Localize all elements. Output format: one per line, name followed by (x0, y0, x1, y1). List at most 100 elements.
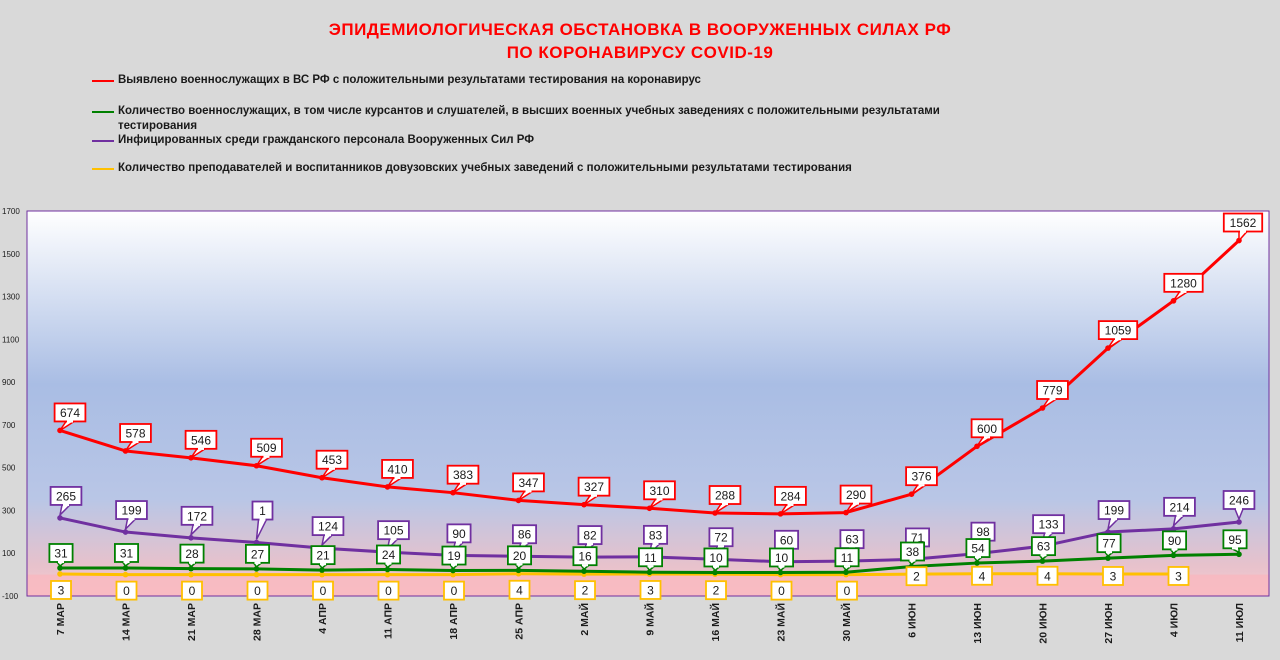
data-label: 77 (1096, 533, 1122, 558)
data-label: 21 (310, 545, 336, 570)
x-tick-label: 30 МАЙ (840, 603, 853, 641)
data-label: 347 (512, 472, 545, 502)
svg-text:347: 347 (518, 476, 538, 490)
svg-text:0: 0 (320, 584, 327, 598)
svg-text:0: 0 (451, 584, 458, 598)
svg-text:0: 0 (189, 584, 196, 598)
svg-text:11: 11 (644, 551, 657, 565)
data-label: 172 (180, 505, 214, 538)
data-point (450, 567, 456, 574)
data-label: 453 (315, 449, 349, 479)
svg-text:453: 453 (322, 453, 342, 467)
x-tick-label: 11 ИЮЛ (1234, 603, 1246, 642)
svg-text:0: 0 (254, 584, 261, 598)
data-label: 310 (643, 480, 676, 509)
y-tick-label: 1700 (2, 207, 20, 216)
x-tick-label: 14 МАР (121, 603, 133, 641)
legend-item-green: Количество военнослужащих, в том числе к… (92, 104, 1006, 134)
data-label: 31 (48, 543, 74, 568)
svg-text:265: 265 (56, 489, 76, 503)
data-label: 3 (50, 580, 72, 600)
data-label: 19 (441, 545, 467, 570)
svg-text:1280: 1280 (1170, 276, 1197, 290)
svg-text:3: 3 (647, 583, 654, 597)
data-label: 327 (577, 476, 611, 506)
svg-text:4: 4 (516, 583, 523, 597)
svg-text:19: 19 (447, 549, 461, 563)
chart-title-line2: ПО КОРОНАВИРУСУ COVID-19 (506, 43, 774, 62)
x-tick-label: 9 МАЙ (644, 603, 657, 636)
data-label: 11 (638, 547, 664, 572)
data-label: 600 (970, 418, 1004, 447)
data-point (450, 571, 456, 578)
data-point (843, 569, 849, 576)
data-label: 3 (1167, 566, 1190, 586)
svg-text:98: 98 (976, 525, 990, 539)
data-point (777, 569, 784, 576)
svg-text:0: 0 (844, 584, 851, 598)
data-label: 124 (311, 516, 345, 548)
svg-text:82: 82 (583, 529, 597, 543)
data-point (253, 539, 260, 546)
x-tick-label: 23 МАЙ (775, 603, 788, 641)
svg-text:21: 21 (316, 549, 330, 563)
data-label: 1059 (1097, 320, 1139, 349)
svg-text:199: 199 (1104, 504, 1124, 518)
svg-text:83: 83 (649, 528, 663, 542)
data-label: 10 (769, 547, 795, 572)
svg-text:86: 86 (518, 528, 532, 542)
svg-text:27: 27 (251, 547, 265, 561)
data-point (319, 567, 325, 573)
data-label: 27 (244, 543, 270, 568)
svg-text:133: 133 (1038, 518, 1058, 532)
data-label: 199 (1097, 500, 1131, 532)
svg-text:124: 124 (318, 520, 338, 534)
data-label: 0 (770, 580, 793, 601)
y-tick-label: -100 (2, 592, 19, 601)
svg-text:199: 199 (121, 504, 141, 518)
svg-text:77: 77 (1102, 537, 1116, 551)
svg-text:214: 214 (1169, 500, 1189, 514)
data-label: 546 (184, 429, 218, 459)
data-label: 674 (53, 402, 87, 432)
y-axis: -100 100 300 500 700 900 1100 1300 1500 1700 (2, 207, 20, 601)
svg-text:600: 600 (977, 422, 997, 436)
svg-text:284: 284 (780, 489, 800, 503)
data-point (515, 567, 522, 574)
legend-label-purple: Инфицированных среди гражданского персон… (118, 134, 535, 146)
svg-text:24: 24 (382, 548, 396, 562)
svg-text:383: 383 (453, 468, 473, 482)
data-point (1236, 551, 1242, 558)
data-point (384, 566, 391, 573)
y-tick-label: 1100 (2, 335, 20, 344)
svg-text:90: 90 (452, 527, 466, 541)
svg-text:31: 31 (54, 546, 68, 560)
data-label: 578 (119, 423, 152, 452)
data-label: 288 (708, 485, 742, 514)
y-tick-label: 1500 (2, 250, 20, 259)
y-tick-label: 1300 (2, 293, 20, 302)
legend-label-green: Количество военнослужащих, в том числе к… (118, 105, 940, 132)
series-line (59, 572, 1174, 577)
data-label: 0 (443, 580, 465, 601)
data-point (1039, 558, 1046, 564)
data-label: 2 (574, 580, 596, 601)
svg-text:0: 0 (778, 584, 785, 598)
data-label: 3 (1102, 566, 1124, 586)
data-label: 0 (836, 580, 858, 601)
legend-swatch-green (92, 111, 114, 113)
svg-text:3: 3 (58, 583, 65, 597)
y-tick-label: 900 (2, 378, 16, 387)
svg-text:16: 16 (578, 550, 592, 564)
svg-text:38: 38 (906, 545, 920, 559)
data-label: 90 (1162, 530, 1188, 555)
data-label: 31 (114, 543, 140, 568)
data-label: 10 (703, 547, 729, 572)
data-point (122, 529, 129, 535)
y-tick-label: 500 (2, 464, 16, 473)
data-point (188, 565, 194, 572)
data-label: 1280 (1163, 272, 1204, 302)
data-point (1236, 519, 1242, 525)
data-point (122, 565, 129, 571)
data-label: 214 (1163, 496, 1196, 529)
